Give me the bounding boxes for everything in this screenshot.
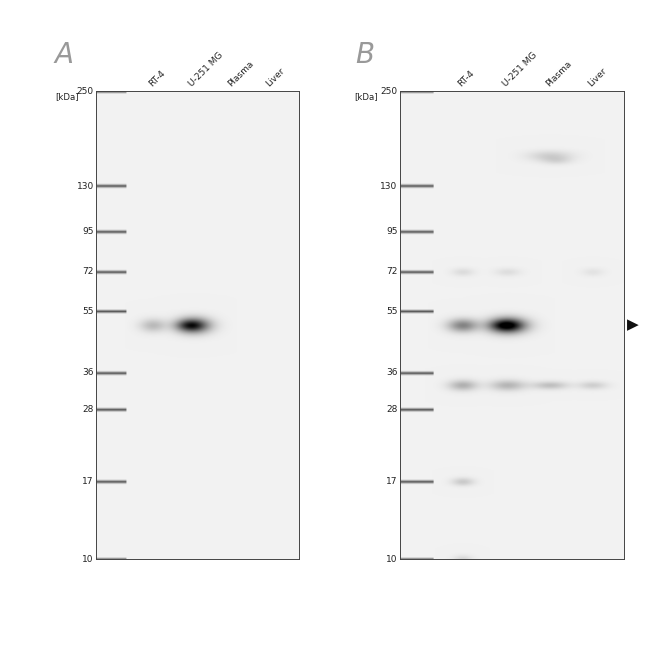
Text: 17: 17 (83, 477, 94, 486)
Text: 130: 130 (77, 181, 94, 190)
Text: 36: 36 (83, 369, 94, 377)
Text: 28: 28 (386, 405, 398, 414)
Text: U-251 MG: U-251 MG (501, 51, 539, 88)
Text: RT-4: RT-4 (147, 69, 166, 88)
Text: RT-4: RT-4 (456, 69, 476, 88)
Text: 10: 10 (83, 554, 94, 564)
Text: 17: 17 (386, 477, 398, 486)
Text: 130: 130 (380, 181, 398, 190)
Text: [kDa]: [kDa] (354, 92, 378, 101)
Text: 72: 72 (386, 268, 398, 276)
Text: 95: 95 (83, 227, 94, 236)
Text: ▶: ▶ (627, 317, 639, 333)
Text: Plasma: Plasma (226, 59, 255, 88)
Text: 250: 250 (77, 86, 94, 96)
Text: U-251 MG: U-251 MG (187, 51, 225, 88)
Text: Plasma: Plasma (544, 59, 573, 88)
Text: 95: 95 (386, 227, 398, 236)
Text: 55: 55 (83, 307, 94, 316)
Text: Liver: Liver (586, 66, 608, 88)
Text: 250: 250 (380, 86, 398, 96)
Text: A: A (55, 41, 74, 70)
Text: B: B (355, 41, 374, 70)
Text: 10: 10 (386, 554, 398, 564)
Text: 72: 72 (83, 268, 94, 276)
Text: 55: 55 (386, 307, 398, 316)
Text: 28: 28 (83, 405, 94, 414)
Text: 36: 36 (386, 369, 398, 377)
Text: Liver: Liver (265, 66, 287, 88)
Text: [kDa]: [kDa] (55, 92, 79, 101)
